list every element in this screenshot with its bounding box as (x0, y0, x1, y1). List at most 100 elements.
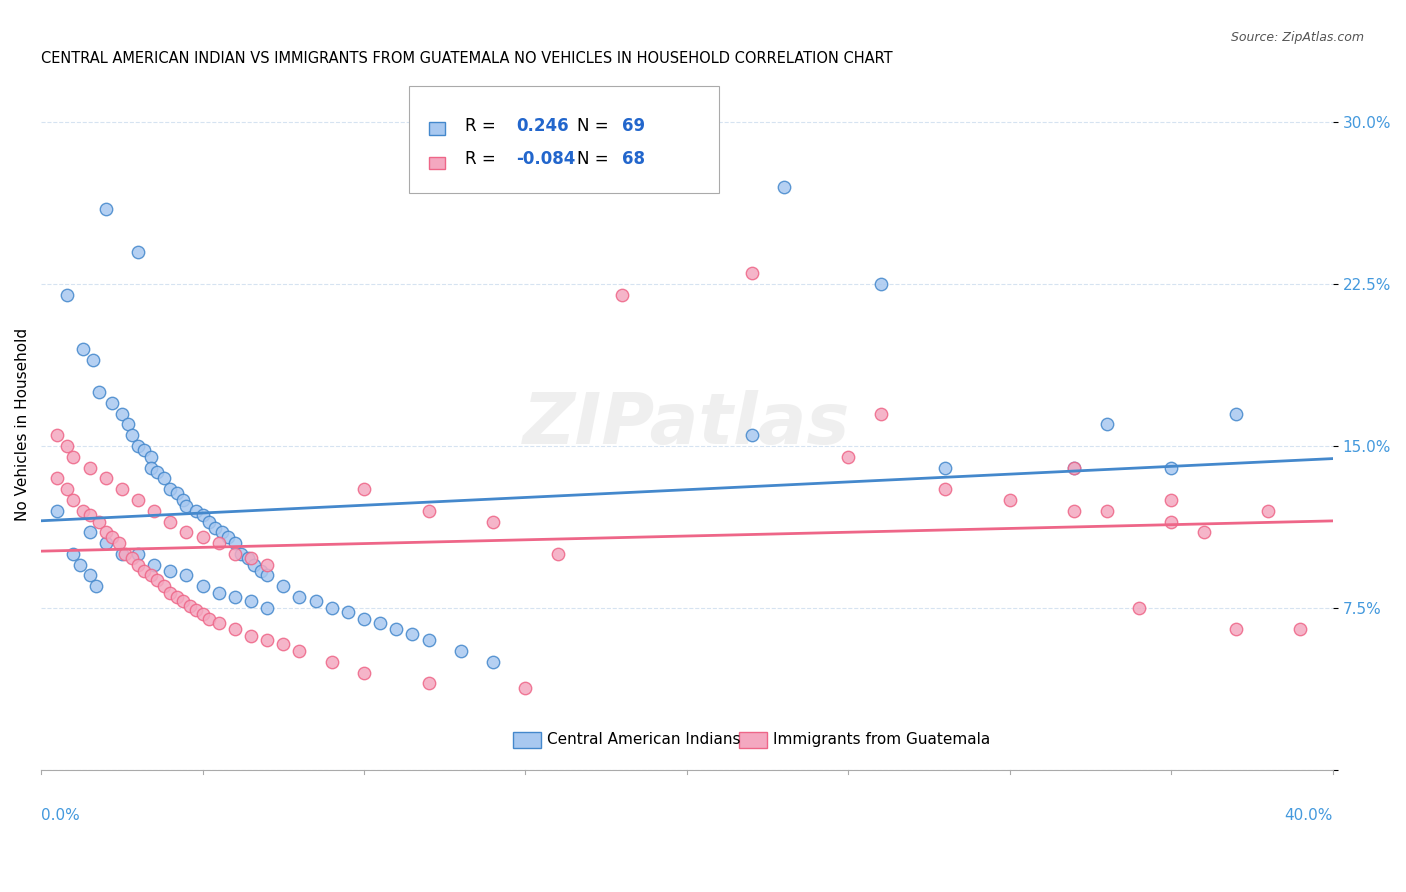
Point (211, 525, 233, 540)
Point (94, 525, 117, 540)
FancyBboxPatch shape (429, 122, 444, 135)
Point (321, 655, 343, 669)
Point (62, 547, 84, 561)
Point (256, 600, 278, 615)
Text: Central American Indians: Central American Indians (547, 732, 741, 747)
Point (56, 288, 79, 302)
Point (236, 551, 259, 566)
Point (385, 623, 408, 637)
Point (1160, 460, 1182, 475)
Text: 69: 69 (623, 117, 645, 135)
Point (191, 530, 214, 544)
Point (869, 277, 891, 292)
Point (146, 573, 169, 587)
Point (1063, 460, 1085, 475)
Point (224, 590, 246, 604)
Point (134, 443, 156, 458)
Point (166, 486, 188, 500)
Point (94, 536, 117, 550)
Point (121, 551, 143, 566)
Point (111, 482, 134, 496)
Point (191, 579, 214, 593)
Point (837, 450, 859, 464)
Point (1063, 504, 1085, 518)
Point (418, 676, 440, 690)
Point (159, 515, 181, 529)
Point (208, 536, 231, 550)
Point (353, 482, 375, 496)
Point (191, 607, 214, 622)
Point (256, 633, 278, 648)
Point (240, 551, 263, 566)
Point (172, 594, 194, 608)
Point (184, 603, 207, 617)
Point (166, 590, 188, 604)
Point (143, 558, 166, 572)
Point (224, 536, 246, 550)
Point (1160, 515, 1182, 529)
Text: 40.0%: 40.0% (1285, 808, 1333, 823)
Point (204, 521, 226, 535)
Point (450, 644, 472, 658)
Point (107, 536, 129, 550)
Point (401, 626, 423, 640)
Point (46, 471, 69, 485)
Point (56, 439, 79, 453)
Point (934, 460, 956, 475)
Point (1192, 525, 1215, 540)
Point (94, 202, 117, 216)
Point (127, 547, 149, 561)
Point (89, 515, 111, 529)
FancyBboxPatch shape (429, 157, 444, 169)
Point (208, 585, 231, 599)
Point (114, 547, 136, 561)
Point (79, 568, 101, 582)
Text: R =: R = (465, 150, 501, 168)
Point (176, 500, 198, 514)
Point (256, 558, 278, 572)
Point (72, 342, 94, 356)
Point (56, 482, 79, 496)
Point (741, 428, 763, 442)
Point (46, 428, 69, 442)
Point (179, 599, 201, 613)
Point (153, 471, 176, 485)
Point (1289, 623, 1312, 637)
Text: N =: N = (576, 150, 614, 168)
Point (353, 665, 375, 680)
Point (198, 515, 221, 529)
Point (139, 450, 162, 464)
Point (191, 508, 214, 522)
Point (336, 605, 359, 619)
Point (240, 629, 263, 643)
Point (208, 615, 231, 630)
Point (1095, 417, 1118, 432)
Point (84, 579, 107, 593)
Point (134, 564, 156, 578)
Point (62, 492, 84, 507)
Point (612, 288, 634, 302)
Point (288, 644, 311, 658)
Point (94, 471, 117, 485)
Point (256, 568, 278, 582)
Point (1128, 600, 1150, 615)
Point (231, 547, 253, 561)
Point (418, 504, 440, 518)
Point (79, 508, 101, 522)
Point (547, 547, 569, 561)
Point (1257, 504, 1279, 518)
Point (111, 547, 134, 561)
Point (772, 180, 794, 194)
Point (184, 504, 207, 518)
Point (998, 492, 1021, 507)
Point (153, 579, 176, 593)
Point (79, 460, 101, 475)
Point (869, 407, 891, 421)
Point (515, 681, 537, 695)
Point (1225, 623, 1247, 637)
Point (176, 525, 198, 540)
Text: 0.0%: 0.0% (41, 808, 80, 823)
Point (101, 396, 124, 410)
Point (79, 525, 101, 540)
Point (121, 428, 143, 442)
